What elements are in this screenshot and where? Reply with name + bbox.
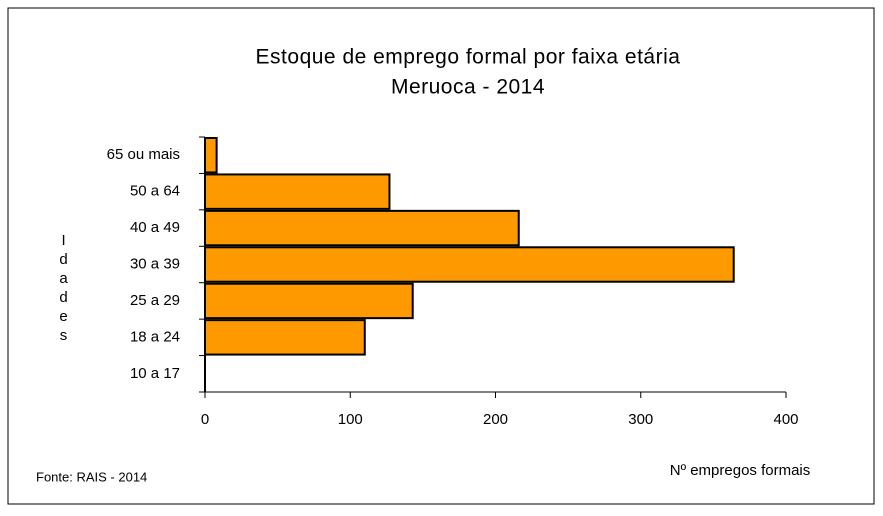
- bar: [204, 282, 414, 320]
- y-tick-label: 65 ou mais: [107, 146, 180, 163]
- bar: [204, 246, 735, 283]
- y-tick-label: 10 a 17: [130, 365, 180, 382]
- x-tick-label: 0: [201, 411, 209, 428]
- x-tick-label: 400: [773, 411, 798, 428]
- y-tick-label: 30 a 39: [130, 255, 180, 272]
- y-axis-label: Idades: [55, 232, 72, 346]
- chart-title: Estoque de emprego formal por faixa etár…: [256, 46, 681, 69]
- bar: [204, 319, 366, 356]
- bar: [204, 173, 391, 210]
- x-tick-label: 300: [628, 411, 653, 428]
- source: Fonte: RAIS - 2014: [36, 469, 147, 484]
- y-tick-label: 50 a 64: [130, 183, 180, 200]
- bar: [204, 209, 520, 247]
- y-tick-label: 25 a 29: [130, 292, 180, 309]
- bar: [204, 137, 218, 174]
- y-tick-label: 18 a 24: [130, 328, 180, 345]
- y-tick-label: 40 a 49: [130, 219, 180, 236]
- x-tick-label: 100: [338, 411, 363, 428]
- chart-subtitle: Meruoca - 2014: [391, 76, 545, 99]
- x-axis-label: Nº empregos formais: [670, 462, 811, 479]
- x-tick-label: 200: [483, 411, 508, 428]
